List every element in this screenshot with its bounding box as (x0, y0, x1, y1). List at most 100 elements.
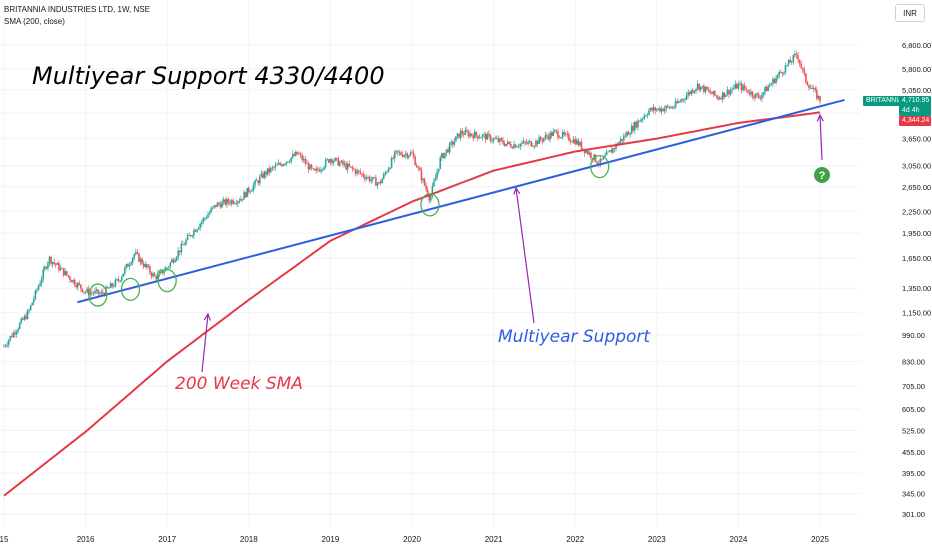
candle-body (188, 235, 190, 236)
candle-body (816, 90, 818, 99)
candle-body (434, 177, 437, 182)
candle-body (808, 85, 810, 89)
candle-body (365, 177, 368, 180)
chart-title-annotation: Multiyear Support 4330/4400 (32, 62, 385, 90)
candle-body (538, 137, 540, 144)
candle-body (357, 170, 360, 172)
candle-body (602, 156, 605, 160)
candle-body (456, 133, 459, 137)
candle-body (585, 150, 587, 153)
candle-body (776, 75, 779, 78)
candle-body (579, 141, 581, 146)
candle-body (100, 291, 103, 294)
candle-body (503, 143, 506, 146)
candle-body (790, 61, 793, 63)
candle-body (395, 150, 398, 152)
candle-body (44, 267, 46, 270)
candle-body (442, 153, 445, 159)
candle-body (612, 148, 614, 153)
candle-body (464, 130, 467, 135)
candle-body (70, 280, 73, 283)
candle-body (480, 137, 482, 139)
candle-body (566, 133, 569, 135)
candle-body (809, 87, 812, 89)
candle-body (439, 157, 442, 169)
candle-body (740, 83, 743, 91)
candle-body (37, 285, 40, 290)
candle-body (723, 92, 726, 98)
candle-body (381, 178, 383, 184)
candle-body (114, 279, 117, 287)
candle-body (146, 263, 148, 268)
candle-body (262, 173, 264, 178)
candle-body (630, 125, 633, 134)
candle-body (483, 134, 485, 135)
candle-body (371, 177, 374, 180)
candle-body (274, 165, 277, 168)
candle-body (334, 157, 336, 162)
candle-body (301, 154, 303, 161)
candle-body (623, 135, 625, 141)
candle-body (550, 132, 553, 137)
candle-body (770, 83, 773, 85)
candle-body (714, 90, 716, 96)
candle-body (696, 83, 699, 89)
candle-body (117, 279, 120, 281)
y-tick-label: 1,150.00 (902, 308, 931, 317)
candle-body (784, 65, 787, 73)
indicator-line[interactable]: SMA (200, close) (4, 17, 65, 26)
candle-body (252, 184, 255, 190)
candle-body (315, 168, 318, 171)
candle-body (652, 107, 655, 111)
ticker-tag: BRITANNIA (863, 96, 906, 106)
y-axis: 6,800.005,800.005,050.004,330.003,650.00… (860, 0, 932, 550)
candle-body (794, 53, 796, 56)
candle-body (76, 283, 79, 288)
candle-body (725, 94, 727, 98)
candle-body (89, 292, 92, 295)
currency-button[interactable]: INR (895, 4, 925, 22)
candle-body (128, 264, 131, 267)
candle-body (717, 96, 719, 100)
candle-body (17, 328, 19, 332)
candle-body (3, 345, 5, 347)
y-axis-bg (860, 0, 932, 550)
candle-body (693, 90, 696, 93)
candle-body (739, 83, 741, 85)
candle-body (280, 164, 283, 166)
candle-body (495, 138, 498, 140)
candle-body (296, 151, 299, 155)
candle-body (445, 149, 448, 153)
candle-body (328, 159, 330, 163)
candle-body (522, 141, 525, 144)
candle-body (171, 259, 173, 263)
candle-body (282, 164, 285, 166)
candle-body (469, 133, 471, 137)
candle-body (158, 271, 161, 274)
candle-body (536, 140, 539, 144)
candle-body (348, 163, 351, 167)
candle-body (304, 158, 307, 164)
candle-body (783, 72, 785, 74)
candle-body (109, 283, 112, 288)
bar-countdown: 4d 4h (902, 107, 920, 114)
candle-body (748, 92, 751, 95)
candle-body (632, 125, 635, 131)
candle-body (226, 199, 228, 205)
candle-body (230, 200, 233, 204)
y-tick-label: 395.00 (902, 469, 925, 478)
candle-body (4, 345, 7, 347)
candle-body (276, 164, 278, 166)
candle-body (235, 203, 238, 205)
candle-body (205, 217, 208, 219)
candle-body (792, 55, 795, 62)
candle-body (798, 59, 801, 64)
candle-body (634, 121, 636, 131)
candle-body (138, 253, 140, 262)
candle-body (73, 279, 76, 286)
candle-body (373, 177, 376, 178)
candle-body (139, 258, 142, 262)
candle-body (47, 262, 49, 269)
candle-body (11, 336, 13, 338)
